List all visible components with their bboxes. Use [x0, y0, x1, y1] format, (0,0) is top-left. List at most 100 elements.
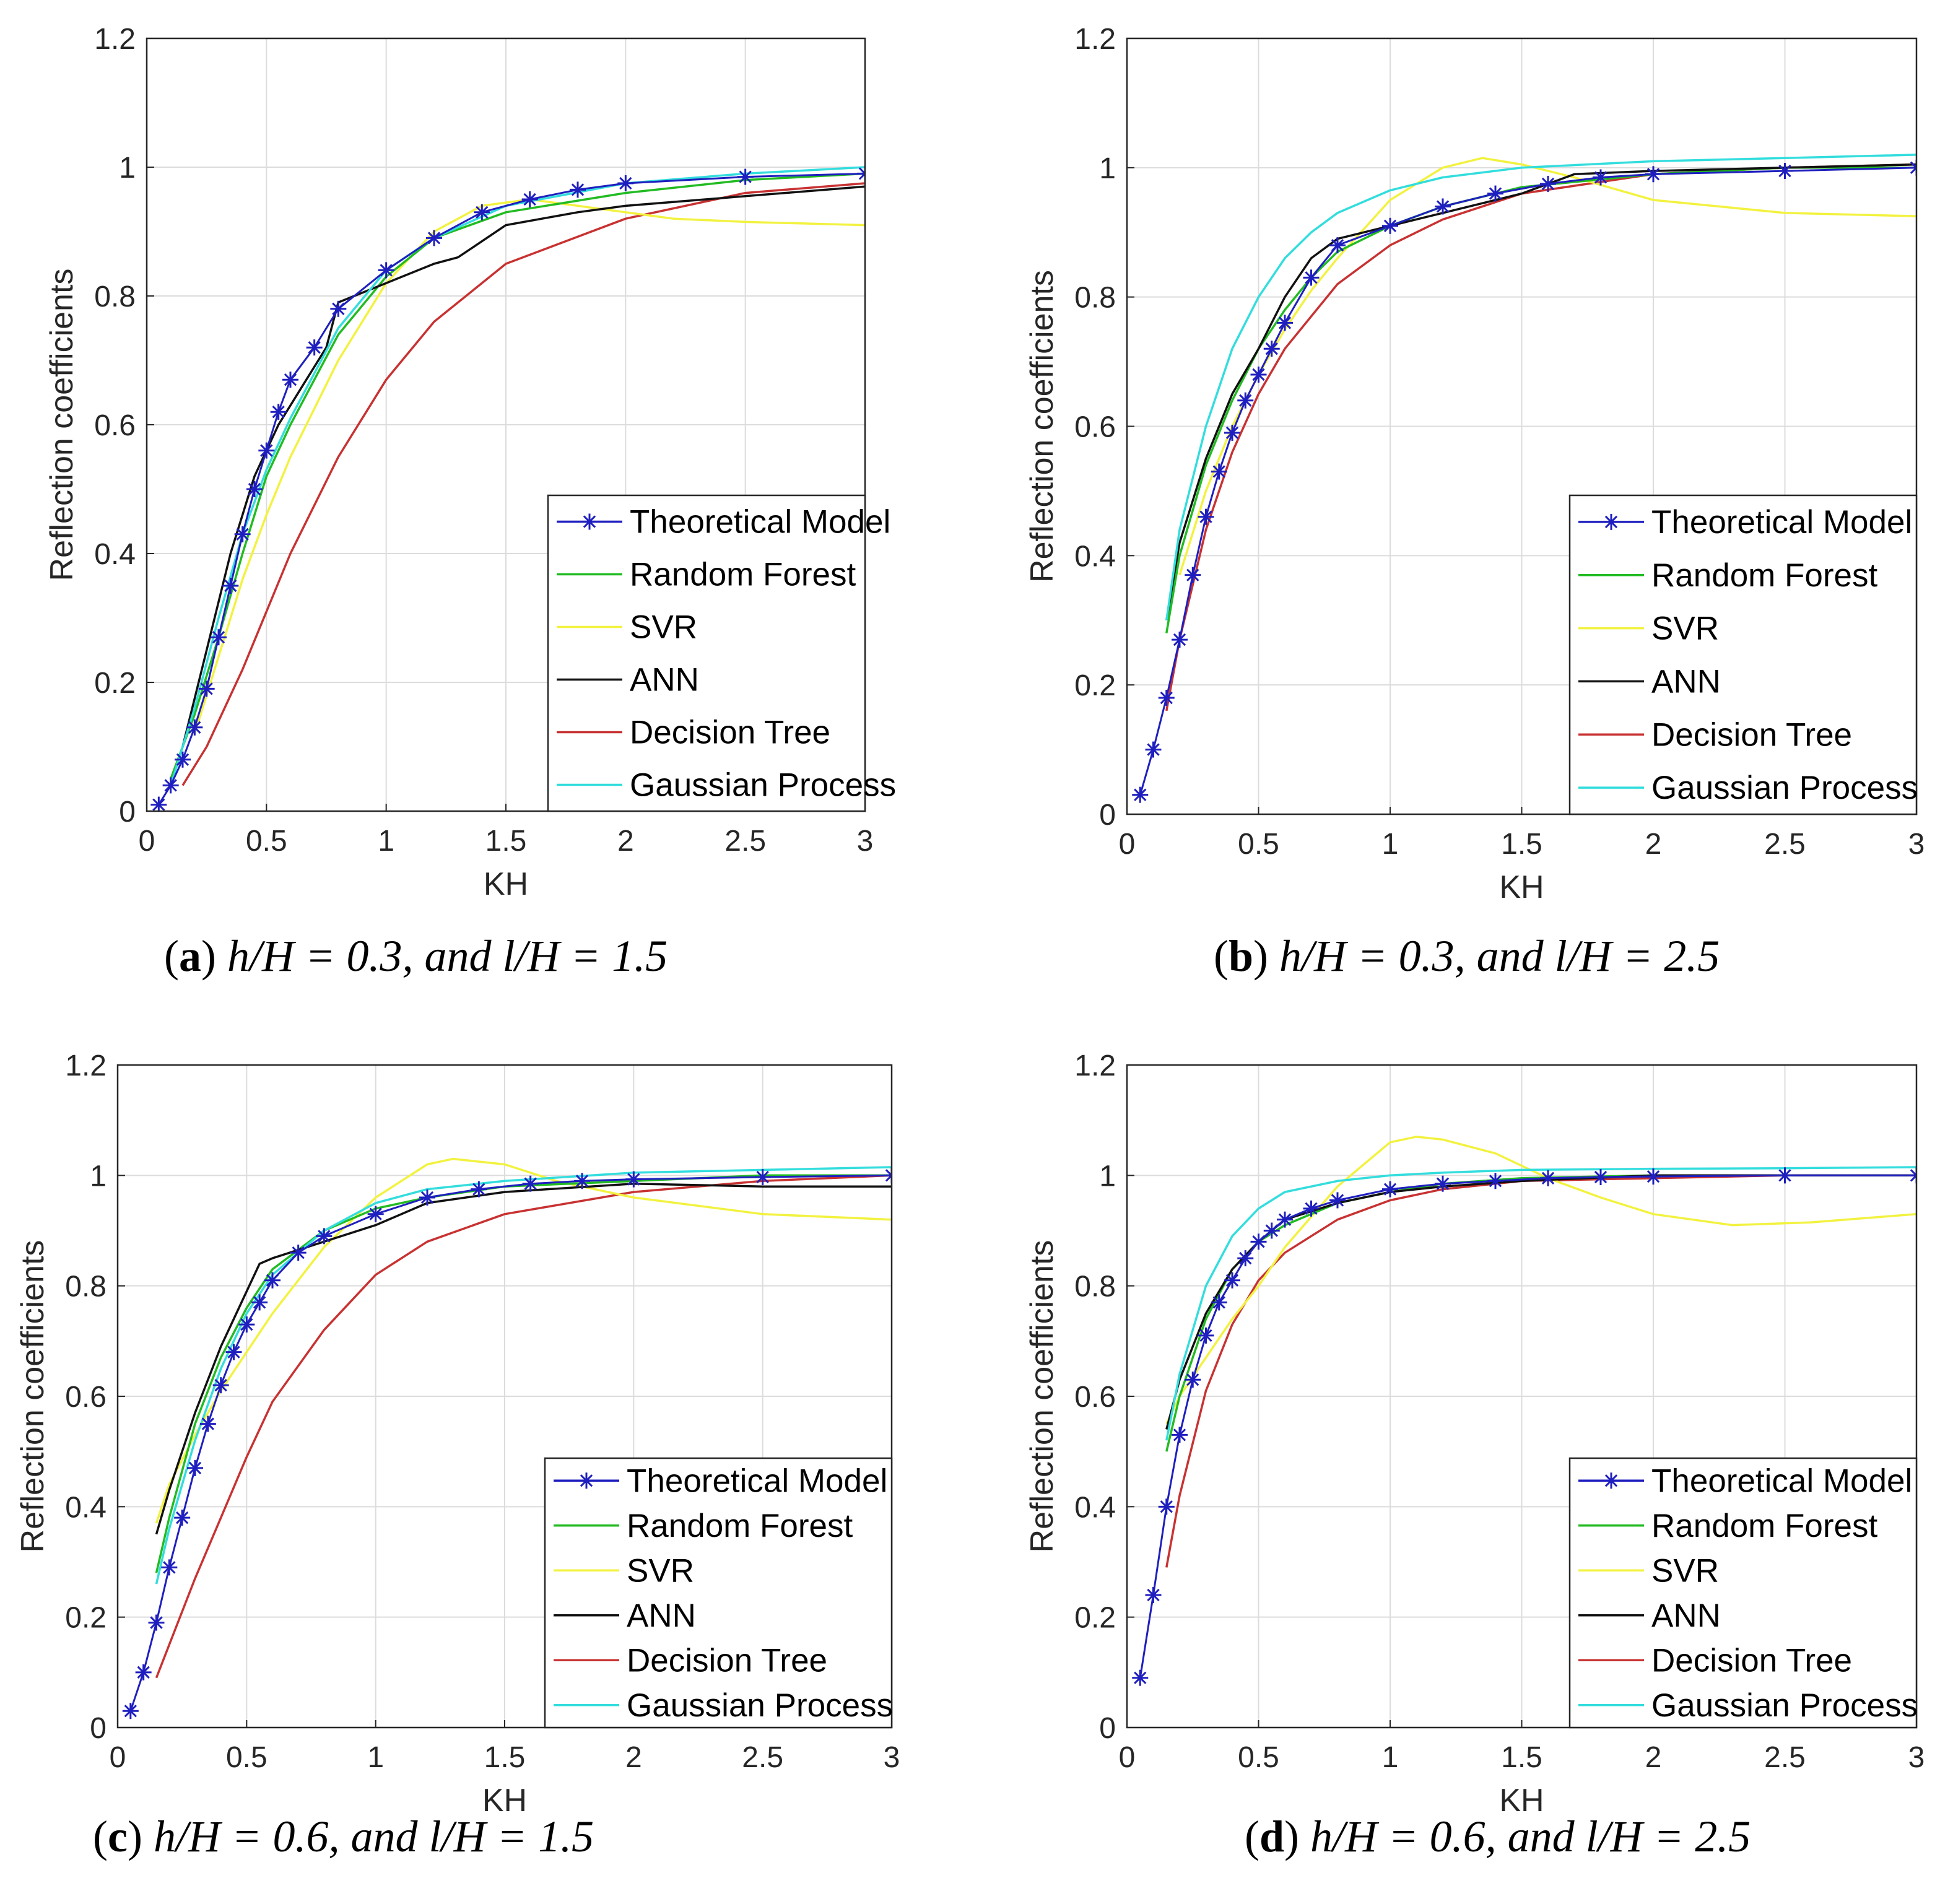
data-point-theoretical — [282, 372, 298, 388]
data-point-theoretical — [316, 1228, 333, 1245]
asterisk-stroke — [1225, 1274, 1239, 1287]
asterisk-stroke — [571, 183, 585, 196]
legend: Theoretical Model Random Forest SVR ANN Deci… — [547, 494, 896, 812]
data-point-theoretical — [367, 1206, 384, 1222]
data-point-theoretical — [162, 777, 179, 794]
asterisk-stroke — [253, 1296, 266, 1309]
asterisk-stroke — [150, 1616, 163, 1629]
asterisk-stroke — [1383, 1183, 1397, 1196]
legend-label: Random Forest — [1651, 557, 1878, 594]
asterisk-stroke — [124, 1705, 137, 1718]
asterisk-stroke — [380, 264, 393, 277]
asterisk-stroke — [224, 579, 237, 593]
legend: Theoretical Model Random Forest SVR ANN Deci… — [544, 1457, 893, 1729]
data-point-theoretical — [1487, 1173, 1503, 1189]
x-tick-label: 1.5 — [1501, 1741, 1542, 1774]
data-point-theoretical — [198, 680, 215, 697]
legend-label: Random Forest — [627, 1508, 853, 1544]
asterisk-stroke — [1910, 1174, 1916, 1182]
x-tick-label: 2 — [617, 825, 634, 858]
x-tick-label: 2.5 — [1764, 828, 1806, 861]
asterisk-stroke — [1383, 219, 1397, 232]
legend-label: Random Forest — [630, 557, 856, 593]
data-point-theoretical — [1777, 163, 1793, 180]
caption-paren: ( — [1214, 931, 1229, 981]
legend-label: Theoretical Model — [1651, 1463, 1912, 1499]
y-tick-label: 0.6 — [1074, 411, 1116, 444]
asterisk-stroke — [284, 373, 297, 386]
x-tick-label: 1 — [1382, 828, 1399, 861]
series-group — [150, 165, 865, 811]
data-point-theoretical — [1777, 1167, 1793, 1184]
chart-panel-b: 0 0.5 1 1.5 2 2.5 3 0 0.2 0.4 0.6 0.8 1 1.2 KH Reflecti… — [1024, 23, 1925, 981]
data-point-theoretical — [290, 1245, 307, 1261]
chart-panel-a: 0 0.5 1 1.5 2 2.5 3 0 0.2 0.4 0.6 0.8 1 1.2 KH Reflecti… — [44, 23, 896, 981]
legend-label: Decision Tree — [630, 715, 830, 751]
x-tick-label: 1 — [367, 1741, 384, 1774]
asterisk-stroke — [1186, 568, 1199, 581]
data-point-theoretical — [1908, 159, 1916, 176]
asterisk-stroke — [1305, 1202, 1318, 1215]
asterisk-stroke — [858, 167, 865, 175]
asterisk-stroke — [227, 1345, 240, 1358]
asterisk-stroke — [1778, 164, 1791, 178]
series-line-theoretical-model — [1139, 167, 1916, 796]
data-point-theoretical — [1382, 1181, 1398, 1198]
data-point-theoretical — [1593, 169, 1609, 186]
chart-panel-d: 0 0.5 1 1.5 2 2.5 3 0 0.2 0.4 0.6 0.8 1 1.2 KH Reflecti… — [1024, 1050, 1925, 1861]
caption-letter: d — [1259, 1812, 1284, 1861]
asterisk-stroke — [176, 1511, 189, 1524]
data-point-theoretical — [1237, 1250, 1254, 1267]
data-point-theoretical — [570, 181, 586, 198]
axes-frame — [1126, 37, 1918, 815]
x-tick-label: 1.5 — [485, 825, 527, 858]
caption-paren: ) — [201, 931, 227, 981]
axes-frame — [1126, 1064, 1918, 1729]
data-point-theoretical — [1211, 1294, 1227, 1311]
legend-marker — [1604, 1474, 1618, 1487]
asterisk-stroke — [1541, 1172, 1555, 1185]
data-point-theoretical — [1645, 1168, 1661, 1185]
asterisk-stroke — [266, 1274, 279, 1287]
data-point-theoretical — [378, 262, 394, 279]
y-tick-label: 0.6 — [1074, 1381, 1116, 1414]
legend-label: SVR — [1651, 611, 1719, 647]
data-point-theoretical — [264, 1272, 281, 1289]
asterisk-stroke — [1186, 1373, 1199, 1386]
x-tick-label: 2.5 — [1764, 1741, 1806, 1774]
series-line-gaussian-process — [170, 166, 865, 786]
data-point-theoretical — [1211, 463, 1227, 480]
y-tick-label: 1 — [1099, 152, 1116, 185]
y-tick-label: 1.2 — [94, 23, 136, 56]
asterisk-stroke — [1278, 316, 1292, 329]
legend-marker — [580, 1474, 593, 1487]
asterisk-stroke — [1265, 342, 1278, 355]
data-point-theoretical — [212, 1377, 229, 1394]
legend-label: Gaussian Process — [630, 767, 896, 804]
asterisk-stroke — [1278, 1213, 1292, 1226]
y-tick-label: 1.2 — [1074, 23, 1116, 56]
data-point-theoretical — [1303, 1200, 1320, 1217]
data-point-theoretical — [884, 1167, 892, 1184]
asterisk-stroke — [201, 1417, 214, 1430]
asterisk-stroke — [420, 1191, 434, 1204]
asterisk-stroke — [1173, 633, 1186, 646]
data-point-theoretical — [1132, 786, 1149, 803]
asterisk-stroke — [308, 341, 321, 354]
asterisk-stroke — [272, 406, 285, 419]
data-point-theoretical — [754, 1169, 771, 1186]
asterisk-stroke — [1199, 1329, 1212, 1342]
data-point-theoretical — [625, 1171, 642, 1188]
data-point-theoretical — [1185, 567, 1201, 583]
asterisk-stroke — [248, 482, 261, 496]
y-tick-label: 0.4 — [94, 538, 136, 571]
series-group — [1132, 154, 1916, 803]
asterisk-stroke — [1199, 510, 1212, 523]
data-point-theoretical — [174, 1510, 191, 1526]
series-line-decision-tree — [181, 182, 865, 786]
y-tick-label: 0.2 — [65, 1602, 107, 1635]
legend-label: Gaussian Process — [627, 1687, 893, 1724]
data-point-theoretical — [419, 1189, 435, 1206]
legend-label: ANN — [630, 662, 699, 698]
asterisk-stroke — [1265, 1224, 1278, 1237]
